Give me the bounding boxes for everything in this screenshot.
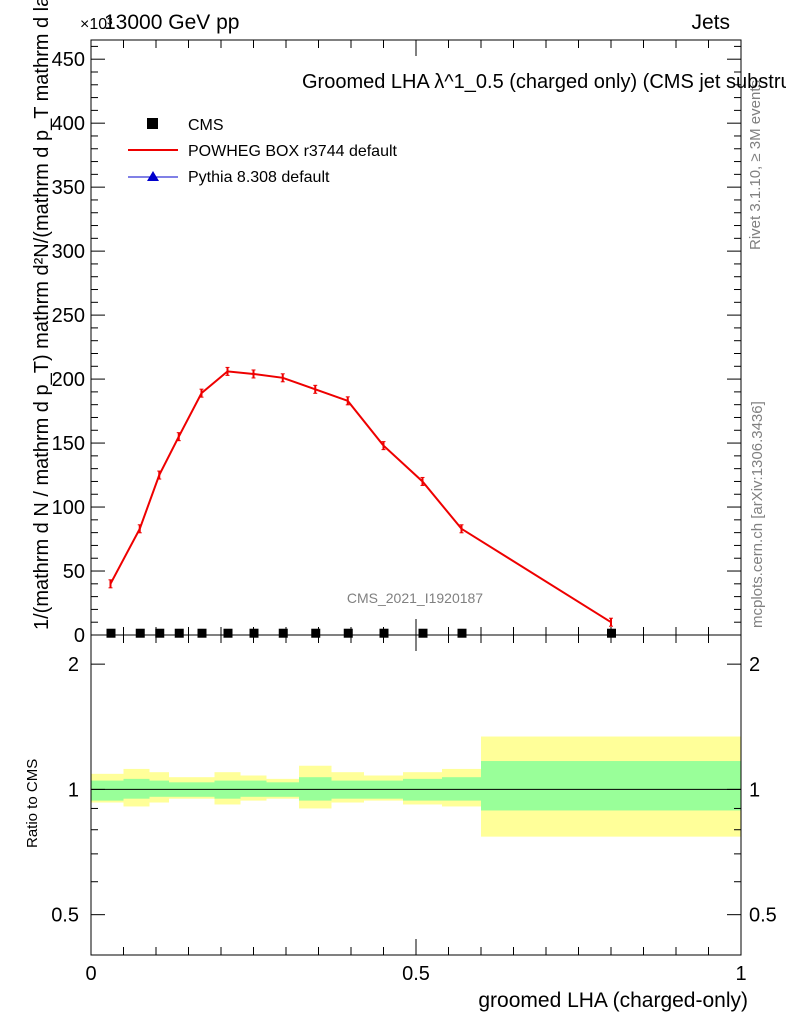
cms-data-point <box>223 628 233 638</box>
ratio-y-ticks: 0.5 0.5 1 1 2 2 <box>51 654 777 927</box>
ratio-y-tick-label-right: 2 <box>749 654 760 676</box>
x-tick-label: 0 <box>85 963 96 985</box>
y-tick-label: 200 <box>52 369 85 391</box>
y-tick-label: 300 <box>52 241 85 263</box>
cms-data-point <box>174 628 184 638</box>
cms-data-point <box>278 628 288 638</box>
ratio-bands <box>91 736 741 837</box>
x-axis-label: groomed LHA (charged-only) <box>478 989 748 1012</box>
main-y-ticks: 0 50 100 150 200 250 300 350 400 450 <box>52 45 741 647</box>
x-tick-label: 0.5 <box>402 963 430 985</box>
y-tick-label: 400 <box>52 113 85 135</box>
ratio-y-tick-label: 1 <box>68 779 79 801</box>
cms-data-point <box>311 628 321 638</box>
ratio-y-tick-label: 2 <box>68 654 79 676</box>
ratio-x-ticks: 0 0.5 1 <box>85 635 747 985</box>
energy-label: 13000 GeV pp <box>104 11 239 34</box>
ratio-y-axis-label: Ratio to CMS <box>24 759 41 848</box>
ratio-panel: 0.5 0.51 12 2 0 0.5 1 Ratio to CMS groomed LH… <box>24 634 777 1012</box>
ratio-inner-band <box>299 777 332 801</box>
main-y-axis-label: 1/(mathrm d N / mathrm d p_T) mathrm d²N… <box>31 0 53 630</box>
legend-powheg-label: POWHEG BOX r3744 default <box>188 143 398 160</box>
cms-data-point <box>155 628 165 638</box>
y-tick-label: 0 <box>74 625 85 647</box>
x-tick-label: 1 <box>735 963 746 985</box>
cms-data-point <box>135 628 145 638</box>
main-panel: 0 50 100 150 200 250 300 350 400 450 Groomed LHA … <box>52 39 786 647</box>
y-axis-label-text: 1/(mathrm d N / mathrm d p_T) mathrm d²N… <box>31 0 53 630</box>
legend-pythia-marker <box>147 171 159 181</box>
legend-cms-marker <box>147 118 158 129</box>
cms-data-point <box>106 628 116 638</box>
legend-pythia-label: Pythia 8.308 default <box>188 169 330 186</box>
y-tick-label: 350 <box>52 177 85 199</box>
cms-data-point <box>418 628 428 638</box>
ratio-inner-band <box>442 777 481 801</box>
ratio-inner-band <box>123 778 150 799</box>
main-x-ticks <box>90 40 742 635</box>
mcplots-note: mcplots.cern.ch [arXiv:1306.3436] <box>749 401 766 628</box>
ratio-y-tick-label-right: 0.5 <box>749 905 777 927</box>
main-series <box>106 366 616 638</box>
rivet-note: Rivet 3.1.10, ≥ 3M events <box>747 80 764 250</box>
cms-data-point <box>607 628 616 638</box>
cms-data-point <box>197 628 207 638</box>
y-tick-label: 150 <box>52 433 85 455</box>
ratio-inner-band <box>91 780 124 801</box>
legend: CMS POWHEG BOX r3744 default Pythia 8.30… <box>128 117 398 186</box>
y-tick-label: 250 <box>52 305 85 327</box>
ratio-y-tick-label: 0.5 <box>51 905 79 927</box>
ratio-inner-band <box>149 780 169 797</box>
cms-data-point <box>343 628 353 638</box>
analysis-watermark: CMS_2021_I1920187 <box>347 590 483 606</box>
process-label: Jets <box>691 11 730 34</box>
cms-data-point <box>379 628 389 638</box>
cms-data-point <box>249 628 259 638</box>
cms-data-point <box>457 628 467 638</box>
y-tick-label: 450 <box>52 49 85 71</box>
y-exponent-label: ×10³ <box>80 16 113 33</box>
chart-title: Groomed LHA λ^1_0.5 (charged only) (CMS … <box>302 71 786 93</box>
ratio-inner-band <box>481 761 741 811</box>
y-tick-label: 100 <box>52 497 85 519</box>
y-tick-label: 50 <box>63 561 85 583</box>
ratio-inner-band <box>240 780 267 797</box>
ratio-y-tick-label-right: 1 <box>749 779 760 801</box>
legend-cms-label: CMS <box>188 117 224 134</box>
powheg-line <box>109 370 612 624</box>
